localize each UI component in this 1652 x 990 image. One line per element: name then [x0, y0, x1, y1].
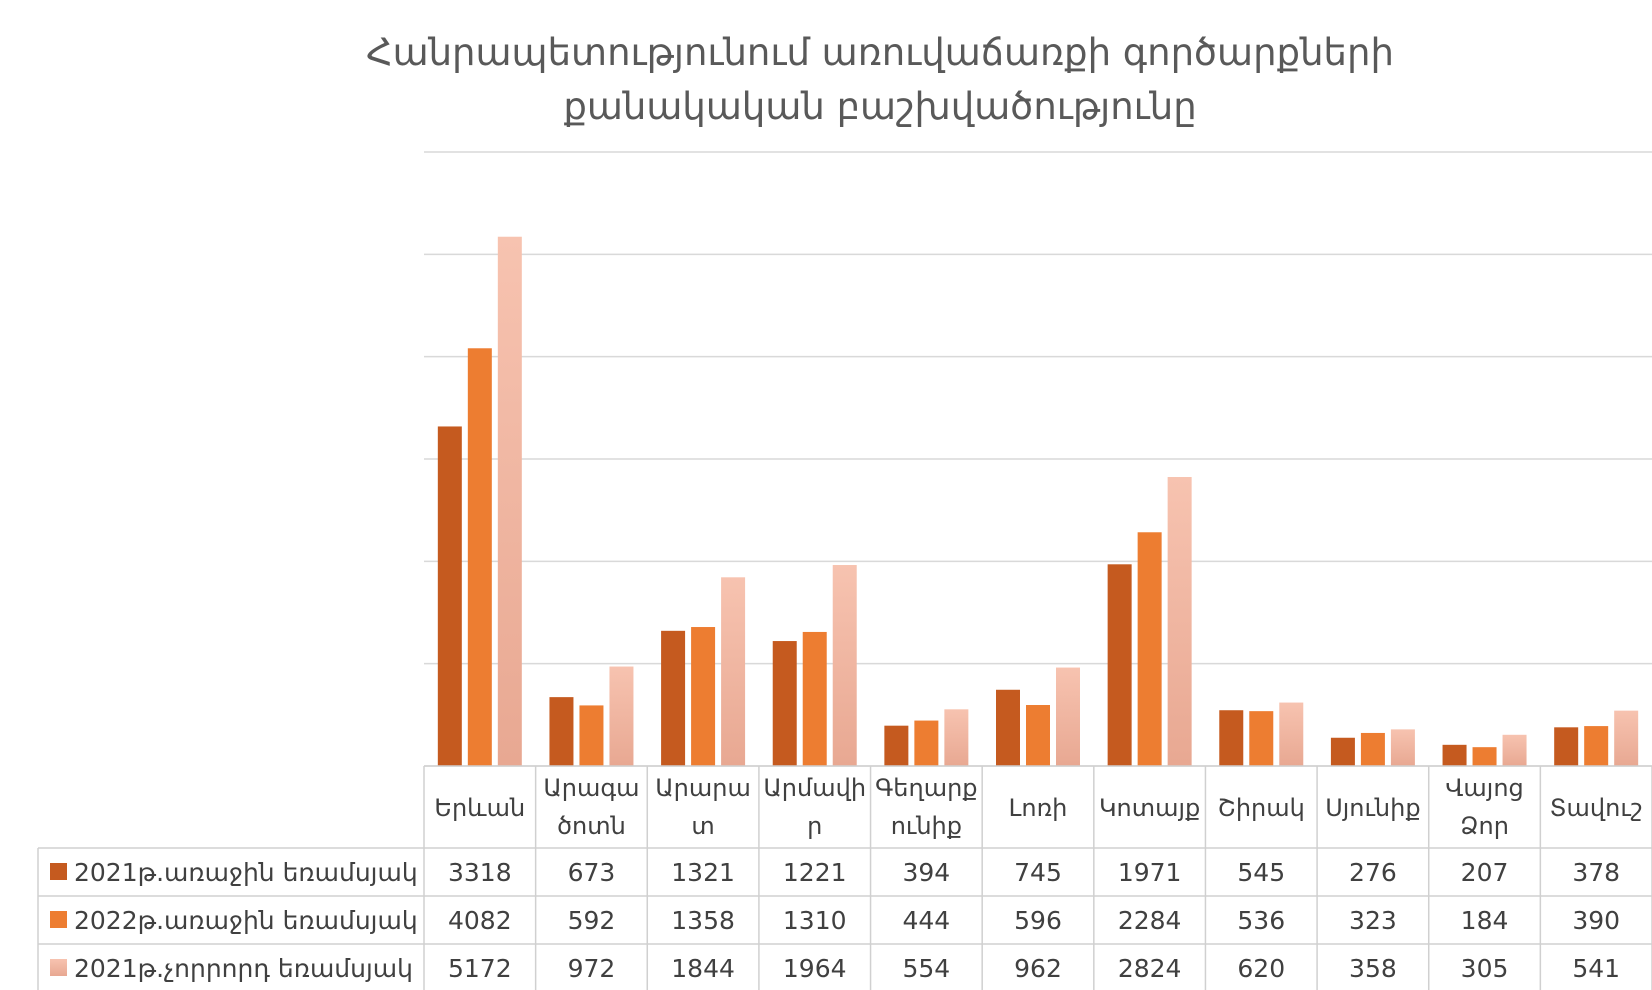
data-value: 1310	[783, 906, 847, 935]
category-label: Սյունիք	[1325, 794, 1420, 822]
bar-series-2	[467, 348, 492, 766]
bar-series-1	[437, 426, 462, 766]
bar-series-3	[1167, 477, 1192, 766]
bar-series-1	[1442, 744, 1467, 766]
bar-series-3	[609, 666, 634, 766]
bar-series-2	[1472, 747, 1497, 766]
bar-series-2	[1584, 726, 1609, 766]
data-value: 184	[1461, 906, 1509, 935]
data-value: 323	[1349, 906, 1397, 935]
legend-key-series-2	[50, 911, 67, 928]
data-value: 1358	[671, 906, 735, 935]
chart-title-line-2: քանակական բաշխվածությունը	[563, 85, 1197, 128]
data-value: 972	[568, 954, 616, 983]
bar-series-1	[1554, 727, 1579, 766]
data-value: 1844	[671, 954, 735, 983]
data-value: 673	[568, 858, 616, 887]
bar-series-1	[1330, 737, 1355, 766]
data-value: 3318	[448, 858, 512, 887]
data-value: 207	[1461, 858, 1509, 887]
bar-series-1	[772, 641, 797, 766]
category-label: Տավուշ	[1550, 794, 1643, 822]
bar-series-1	[661, 630, 686, 766]
category-label: Վայոց Ձոր	[1445, 774, 1523, 840]
data-value: 2284	[1118, 906, 1182, 935]
legend-label-series-2: 2022թ.առաջին եռամսյակ	[74, 906, 418, 935]
bar-series-3	[497, 236, 522, 766]
data-value: 276	[1349, 858, 1397, 887]
category-label: Արարա տ	[655, 774, 751, 840]
category-label: Արագա ծոտն	[543, 774, 639, 840]
data-value: 378	[1572, 858, 1620, 887]
legend-label-series-3: 2021թ.չորրորդ եռամսյակ	[74, 954, 413, 983]
legend-key-series-1	[50, 863, 67, 880]
bar-series-3	[944, 709, 969, 766]
data-value: 4082	[448, 906, 512, 935]
data-value: 5172	[448, 954, 512, 983]
category-label: Արմավի ր	[763, 774, 866, 840]
bar-series-2	[691, 627, 716, 766]
chart-title: Հանրապետությունում առուվաճառքի գործարքնե…	[330, 26, 1430, 134]
bar-series-3	[1614, 710, 1639, 766]
bar-series-3	[721, 577, 746, 766]
bar-series-2	[802, 631, 827, 766]
data-value: 536	[1237, 906, 1285, 935]
bar-series-1	[996, 689, 1020, 766]
data-value: 596	[1014, 906, 1062, 935]
category-label: Շիրակ	[1218, 794, 1305, 822]
legend-key-series-3	[50, 959, 67, 976]
bar-series-3	[1279, 702, 1304, 766]
data-value: 394	[903, 858, 951, 887]
bar-series-2	[1360, 732, 1385, 766]
bar-series-2	[914, 720, 939, 766]
data-value: 1971	[1118, 858, 1182, 887]
chart-title-line-1: Հանրապետությունում առուվաճառքի գործարքնե…	[366, 31, 1394, 74]
bar-series-2	[579, 705, 604, 766]
data-value: 545	[1237, 858, 1285, 887]
bar-series-3	[1502, 734, 1527, 766]
category-label: Կոտայք	[1099, 794, 1200, 822]
data-value: 592	[568, 906, 616, 935]
bar-series-2	[1249, 711, 1274, 766]
data-value: 305	[1461, 954, 1509, 983]
bar-series-3	[1056, 667, 1080, 766]
data-value: 390	[1572, 906, 1620, 935]
bar-series-1	[1219, 710, 1244, 766]
gridlines	[424, 151, 1652, 767]
legend-label-series-1: 2021թ.առաջին եռամսյակ	[74, 858, 418, 887]
data-value: 1964	[783, 954, 847, 983]
bar-series-1	[549, 697, 574, 766]
bar-series-3	[832, 565, 857, 766]
data-value: 1221	[783, 858, 847, 887]
data-value: 358	[1349, 954, 1397, 983]
data-value: 444	[903, 906, 951, 935]
data-value: 1321	[671, 858, 735, 887]
category-label: Լոռի	[1009, 794, 1068, 822]
data-value: 554	[903, 954, 951, 983]
bars	[437, 236, 1639, 766]
bar-series-1	[884, 725, 909, 766]
bar-series-2	[1026, 705, 1050, 766]
data-value: 2824	[1118, 954, 1182, 983]
bar-series-2	[1137, 532, 1162, 766]
category-label: Գեղարք ունիք	[875, 774, 977, 840]
data-value: 620	[1237, 954, 1285, 983]
data-value: 745	[1014, 858, 1062, 887]
category-label: Երևան	[434, 794, 525, 822]
bar-series-1	[1107, 564, 1132, 766]
bar-series-3	[1390, 729, 1415, 766]
data-value: 962	[1014, 954, 1062, 983]
data-value: 541	[1572, 954, 1620, 983]
